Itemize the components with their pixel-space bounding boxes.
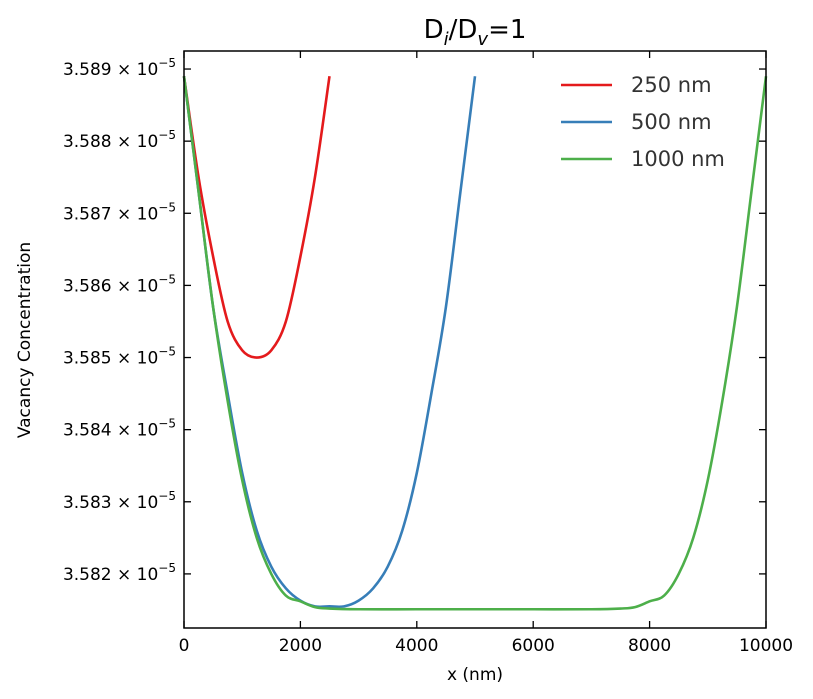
y-axis-label: Vacancy Concentration [15,242,35,438]
x-axis-label: x (nm) [447,665,503,685]
y-tick-label: 3.584 × 10−5 [63,417,176,441]
chart-title: Di/Dv=1 [424,15,527,50]
legend-label-1: 500 nm [631,110,712,134]
x-tick-label: 4000 [395,636,438,656]
x-tick-label: 2000 [279,636,322,656]
series-line-0 [182,76,331,359]
y-tick-label: 3.587 × 10−5 [63,200,176,224]
y-tick-label: 3.583 × 10−5 [63,489,176,513]
legend-label-2: 1000 nm [631,147,725,171]
legend: 250 nm 500 nm 1000 nm [561,73,725,171]
y-tick-label: 3.582 × 10−5 [63,561,176,585]
legend-label-0: 250 nm [631,73,712,97]
series-line-2 [182,76,768,611]
plot-frame [183,50,767,629]
x-tick-label: 8000 [628,636,671,656]
x-tick-label: 6000 [512,636,555,656]
tick-layer: 0 2000 4000 6000 8000 10000 3.582 × 10−5 3.583 … [63,51,793,656]
x-tick-label: 10000 [739,636,793,656]
y-tick-label: 3.589 × 10−5 [63,56,176,80]
y-tick-label: 3.585 × 10−5 [63,345,176,369]
y-tick-label: 3.586 × 10−5 [63,272,176,296]
series-line-1 [182,76,477,609]
y-tick-label: 3.588 × 10−5 [63,128,176,152]
x-tick-label: 0 [179,636,190,656]
series-layer [182,76,768,611]
